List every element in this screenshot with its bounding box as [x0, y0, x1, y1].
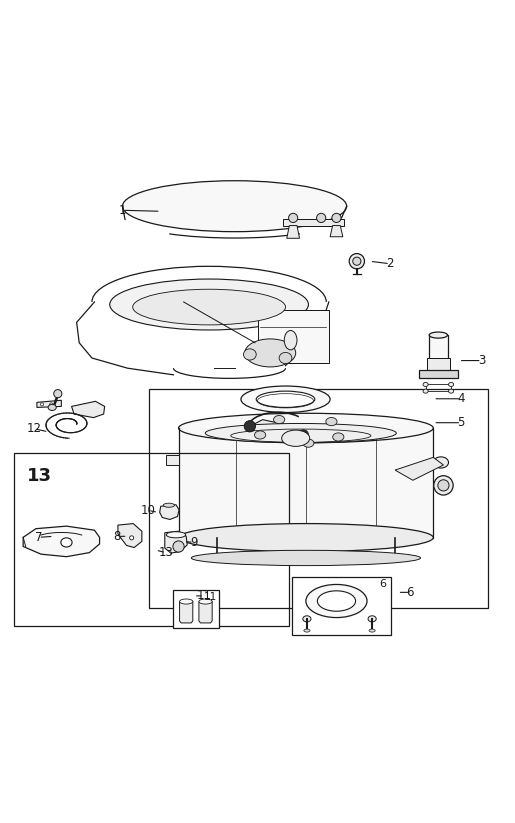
Ellipse shape [449, 383, 454, 387]
Ellipse shape [333, 433, 344, 441]
Text: 6: 6 [406, 586, 414, 599]
Polygon shape [179, 428, 433, 537]
Bar [14, 453, 289, 626]
Text: 11: 11 [203, 592, 217, 602]
Polygon shape [287, 226, 300, 239]
Text: 9: 9 [190, 536, 198, 549]
Ellipse shape [423, 383, 428, 387]
Polygon shape [72, 402, 105, 417]
Ellipse shape [49, 402, 53, 406]
Text: 4: 4 [457, 393, 465, 405]
Ellipse shape [273, 416, 285, 424]
Ellipse shape [353, 257, 361, 265]
Ellipse shape [163, 503, 175, 507]
Ellipse shape [130, 536, 134, 540]
Text: 6: 6 [379, 579, 386, 589]
Polygon shape [118, 523, 142, 547]
Ellipse shape [61, 538, 72, 547]
Bar [149, 388, 488, 607]
Ellipse shape [423, 389, 428, 393]
Polygon shape [258, 309, 329, 363]
Polygon shape [419, 370, 458, 379]
Ellipse shape [180, 599, 193, 604]
Text: 7: 7 [35, 531, 42, 544]
Polygon shape [330, 226, 343, 237]
Ellipse shape [54, 389, 62, 398]
Ellipse shape [48, 404, 56, 411]
Ellipse shape [434, 476, 453, 495]
Polygon shape [199, 602, 212, 623]
Bar [174, 590, 219, 628]
Ellipse shape [173, 541, 184, 552]
Ellipse shape [433, 457, 449, 468]
Ellipse shape [244, 421, 255, 432]
Ellipse shape [304, 629, 310, 632]
Text: 5: 5 [458, 416, 465, 430]
Ellipse shape [368, 616, 376, 622]
Ellipse shape [326, 417, 337, 425]
Polygon shape [180, 602, 193, 623]
Ellipse shape [449, 389, 454, 393]
Ellipse shape [199, 599, 212, 604]
Ellipse shape [306, 584, 367, 617]
Text: 2: 2 [386, 258, 393, 270]
Ellipse shape [110, 279, 308, 330]
Text: 8: 8 [114, 530, 121, 543]
Polygon shape [427, 358, 450, 370]
Ellipse shape [166, 532, 186, 538]
Text: 3: 3 [478, 354, 485, 367]
Ellipse shape [244, 349, 256, 360]
Ellipse shape [279, 352, 292, 364]
Text: 1: 1 [119, 204, 126, 216]
Ellipse shape [332, 213, 341, 222]
Ellipse shape [179, 413, 433, 443]
Ellipse shape [133, 289, 285, 325]
Ellipse shape [317, 591, 355, 611]
Polygon shape [166, 455, 179, 465]
Ellipse shape [298, 430, 308, 440]
Text: 10: 10 [141, 504, 156, 517]
Ellipse shape [349, 253, 365, 269]
Ellipse shape [245, 339, 296, 367]
Ellipse shape [288, 213, 298, 222]
Polygon shape [283, 220, 344, 226]
Ellipse shape [303, 439, 314, 447]
Polygon shape [23, 526, 99, 556]
Ellipse shape [241, 386, 330, 412]
Ellipse shape [429, 332, 448, 338]
Ellipse shape [317, 213, 326, 222]
Text: 11: 11 [197, 589, 212, 602]
Text: 13: 13 [27, 467, 52, 485]
Ellipse shape [284, 331, 297, 350]
Polygon shape [395, 458, 443, 481]
Bar [292, 577, 391, 635]
Ellipse shape [205, 424, 397, 443]
Text: 13: 13 [158, 546, 173, 559]
Polygon shape [250, 420, 303, 438]
Polygon shape [37, 400, 61, 407]
Ellipse shape [123, 181, 347, 231]
Ellipse shape [179, 523, 433, 551]
Ellipse shape [438, 480, 449, 491]
Ellipse shape [254, 431, 266, 439]
Ellipse shape [303, 616, 311, 622]
Ellipse shape [41, 402, 44, 406]
Polygon shape [165, 531, 187, 553]
Ellipse shape [282, 430, 310, 446]
Ellipse shape [191, 551, 421, 565]
Ellipse shape [369, 629, 375, 632]
Text: 12: 12 [27, 422, 42, 435]
Polygon shape [160, 504, 179, 519]
Ellipse shape [256, 391, 315, 407]
Polygon shape [429, 335, 448, 359]
